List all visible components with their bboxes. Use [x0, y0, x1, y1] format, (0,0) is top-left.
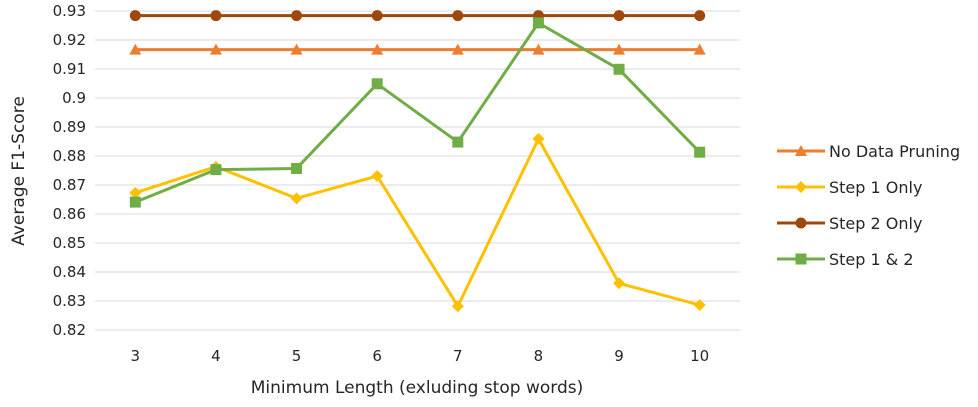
- y-tick-label: 0.9: [62, 89, 86, 107]
- legend-item: Step 1 & 2: [777, 250, 914, 269]
- y-axis-ticks: 0.82 0.83 0.84 0.85 0.86 0.87 0.88 0.89 0.9 0.91 0…: [53, 2, 86, 339]
- legend-item: Step 2 Only: [777, 214, 922, 233]
- series-circle: [130, 10, 705, 21]
- legend-item: Step 1 Only: [777, 178, 922, 197]
- y-tick-label: 0.91: [53, 60, 86, 78]
- series-diamond: [129, 133, 705, 312]
- y-tick-label: 0.88: [53, 147, 86, 165]
- y-tick-label: 0.89: [53, 118, 86, 136]
- x-tick-label: 8: [534, 347, 544, 365]
- data-point: [210, 10, 221, 21]
- y-tick-label: 0.83: [53, 292, 86, 310]
- x-tick-label: 5: [292, 347, 302, 365]
- data-point: [291, 163, 302, 174]
- y-tick-label: 0.87: [53, 176, 86, 194]
- x-tick-label: 6: [372, 347, 382, 365]
- x-axis-title: Minimum Length (exluding stop words): [251, 378, 583, 398]
- data-point: [614, 10, 625, 21]
- legend-item: No Data Pruning: [777, 142, 960, 161]
- legend-marker: [796, 254, 807, 265]
- data-point: [291, 192, 303, 204]
- legend-marker: [796, 218, 807, 229]
- data-point: [210, 164, 221, 175]
- series-line: [135, 139, 699, 306]
- gridlines: [95, 11, 740, 330]
- y-tick-label: 0.84: [53, 263, 86, 281]
- y-tick-label: 0.86: [53, 205, 86, 223]
- legend-label: Step 1 & 2: [829, 250, 914, 269]
- data-point: [291, 10, 302, 21]
- data-point: [694, 10, 705, 21]
- x-tick-label: 9: [614, 347, 624, 365]
- data-point: [694, 147, 705, 158]
- legend-label: Step 2 Only: [829, 214, 922, 233]
- data-point: [452, 137, 463, 148]
- legend: No Data Pruning Step 1 Only Step 2 Only Ste…: [777, 142, 960, 269]
- data-point: [533, 17, 544, 28]
- x-axis-ticks: 3 4 5 6 7 8 9 10: [131, 347, 710, 365]
- y-tick-label: 0.85: [53, 234, 86, 252]
- data-point: [614, 64, 625, 75]
- data-point: [130, 197, 141, 208]
- x-tick-label: 10: [690, 347, 709, 365]
- data-point: [372, 78, 383, 89]
- x-tick-label: 4: [211, 347, 221, 365]
- data-point: [372, 10, 383, 21]
- x-tick-label: 7: [453, 347, 463, 365]
- data-point: [130, 10, 141, 21]
- y-tick-label: 0.92: [53, 31, 86, 49]
- y-axis-title: Average F1-Score: [9, 96, 29, 246]
- y-tick-label: 0.82: [53, 321, 86, 339]
- series-triangle: [129, 44, 705, 55]
- legend-marker: [795, 181, 807, 193]
- data-point: [532, 133, 544, 145]
- legend-label: Step 1 Only: [829, 178, 922, 197]
- x-tick-label: 3: [131, 347, 141, 365]
- y-tick-label: 0.93: [53, 2, 86, 20]
- legend-label: No Data Pruning: [829, 142, 960, 161]
- data-point: [613, 277, 625, 289]
- data-point: [452, 10, 463, 21]
- series-lines: [129, 10, 705, 312]
